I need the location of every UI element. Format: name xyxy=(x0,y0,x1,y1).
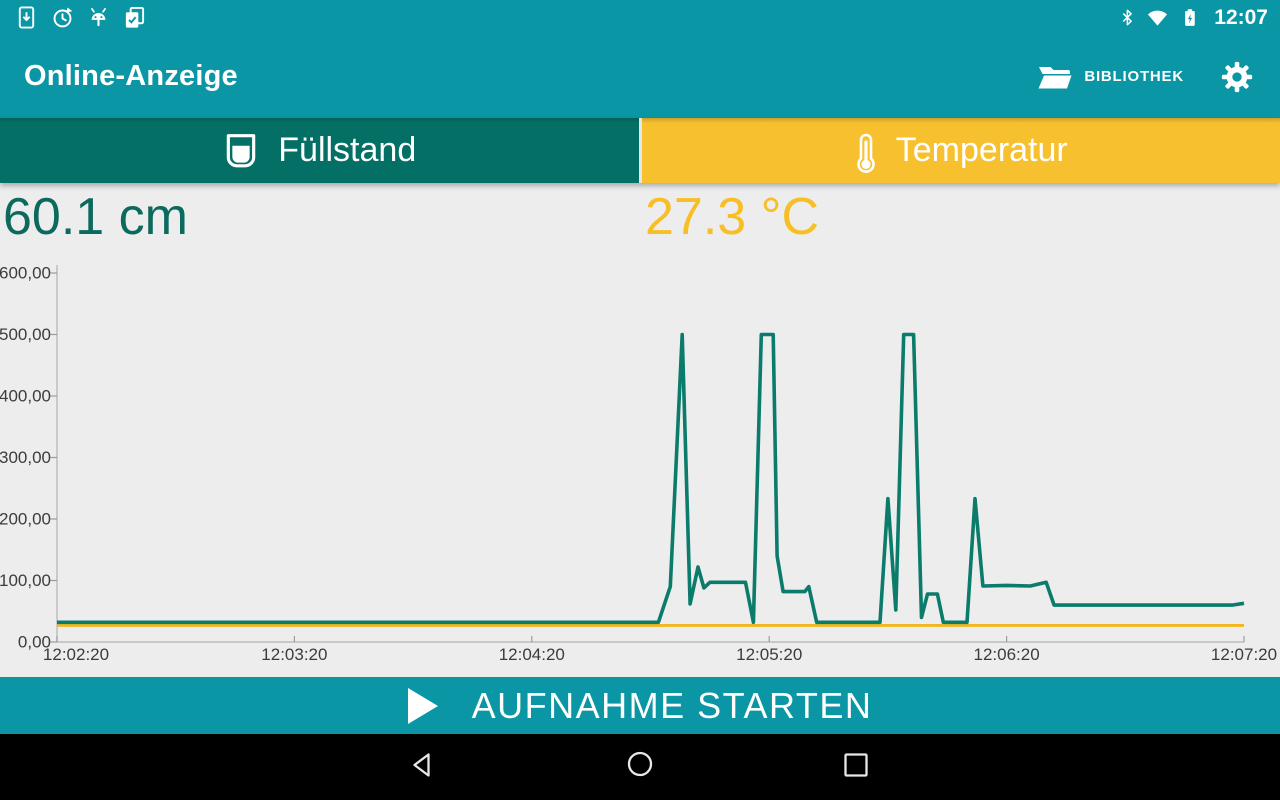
svg-text:12:07:20: 12:07:20 xyxy=(1211,645,1277,664)
library-label: BIBLIOTHEK xyxy=(1084,68,1184,85)
recents-button[interactable] xyxy=(839,748,873,782)
tab-bar: Füllstand Temperatur xyxy=(0,118,1280,183)
record-button-label: AUFNAHME STARTEN xyxy=(471,684,873,726)
svg-text:600,00: 600,00 xyxy=(0,264,51,283)
home-button[interactable] xyxy=(622,746,658,782)
tab-fuellstand[interactable]: Füllstand xyxy=(0,118,639,183)
recents-icon xyxy=(844,753,868,777)
page-title: Online-Anzeige xyxy=(24,60,238,92)
bluetooth-icon xyxy=(1123,9,1133,26)
svg-text:12:05:20: 12:05:20 xyxy=(736,645,802,664)
app-bar: Online-Anzeige BIBLIOTHEK xyxy=(0,35,1280,118)
home-icon xyxy=(627,751,653,777)
line-chart[interactable]: 0,00 100,00 200,00 300,00 400,00 500,00 600,00… xyxy=(0,255,1280,670)
record-button[interactable]: AUFNAHME STARTEN xyxy=(0,677,1280,734)
tab-temperatur[interactable]: Temperatur xyxy=(641,118,1280,183)
gear-icon xyxy=(1221,61,1253,92)
wifi-icon xyxy=(1148,10,1168,26)
svg-text:12:04:20: 12:04:20 xyxy=(499,645,565,664)
svg-text:300,00: 300,00 xyxy=(0,448,51,467)
tab-temperatur-label: Temperatur xyxy=(895,131,1068,169)
svg-text:12:02:20: 12:02:20 xyxy=(43,645,109,664)
status-bar-right: 12:07 xyxy=(1118,6,1268,30)
library-button[interactable]: BIBLIOTHEK xyxy=(1036,62,1184,91)
settings-button[interactable] xyxy=(1220,60,1254,94)
svg-text:200,00: 200,00 xyxy=(0,510,51,529)
folder-icon xyxy=(1038,67,1072,89)
back-icon xyxy=(413,753,430,777)
svg-text:400,00: 400,00 xyxy=(0,387,51,406)
update-clock-icon xyxy=(53,7,73,28)
status-bar-left-icons xyxy=(15,6,146,29)
android-nav-bar xyxy=(0,734,1280,800)
copy-check-icon xyxy=(125,6,145,28)
svg-text:500,00: 500,00 xyxy=(0,325,51,344)
status-bar: 12:07 xyxy=(0,0,1280,35)
tab-divider xyxy=(638,118,642,183)
app-bar-actions: BIBLIOTHEK xyxy=(1036,60,1254,94)
tablet-download-icon xyxy=(18,6,35,29)
fill-level-reading: 60.1 cm xyxy=(3,188,188,246)
battery-charging-icon xyxy=(1185,9,1196,26)
svg-text:12:03:20: 12:03:20 xyxy=(261,645,327,664)
svg-text:12:06:20: 12:06:20 xyxy=(974,645,1040,664)
back-button[interactable] xyxy=(406,747,442,783)
temperature-reading: 27.3 °C xyxy=(645,188,820,246)
status-time: 12:07 xyxy=(1214,5,1268,29)
android-robot-icon xyxy=(91,8,106,27)
svg-text:0,00: 0,00 xyxy=(18,633,51,652)
fill-level-icon xyxy=(227,133,256,167)
play-icon xyxy=(407,687,438,724)
thermometer-icon xyxy=(856,133,875,173)
svg-text:100,00: 100,00 xyxy=(0,571,51,590)
tab-fuellstand-label: Füllstand xyxy=(278,131,417,169)
